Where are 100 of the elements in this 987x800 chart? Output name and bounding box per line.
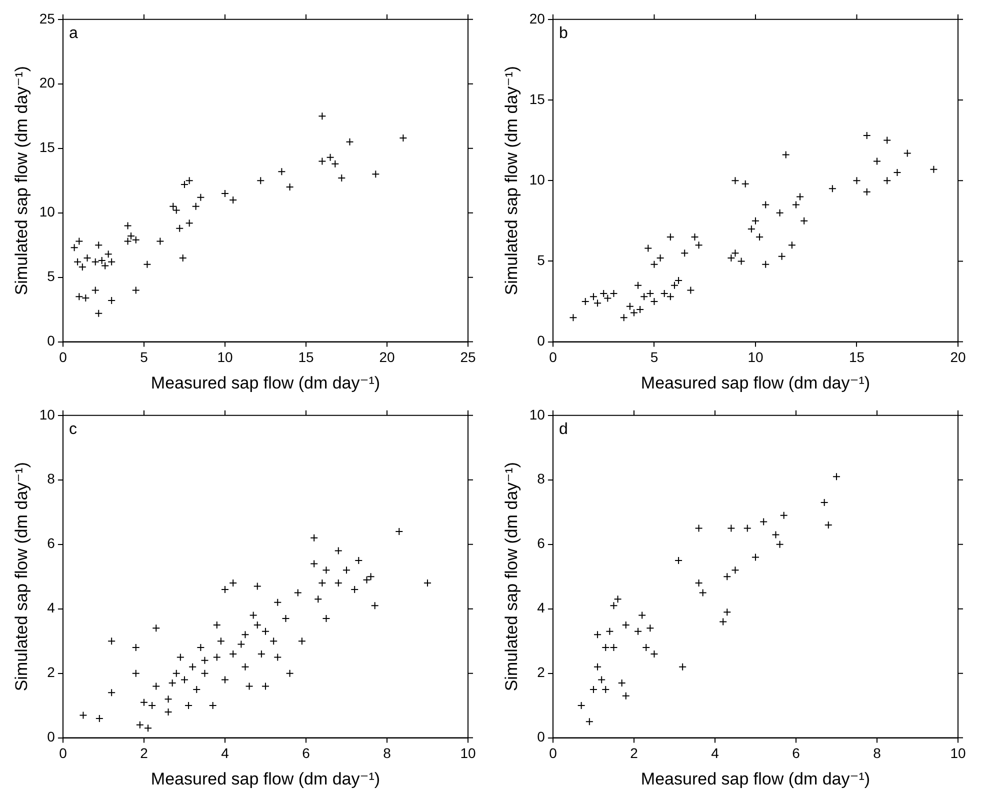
x-axis-title: Measured sap flow (dm day⁻¹)	[150, 769, 380, 788]
point	[581, 298, 590, 306]
x-tick-label: 15	[298, 349, 314, 366]
point	[589, 685, 598, 694]
point	[776, 540, 784, 548]
point	[640, 292, 648, 301]
point	[91, 286, 100, 294]
point	[372, 170, 380, 178]
x-tick-label: 2	[140, 745, 148, 762]
point	[256, 176, 265, 185]
annotation: a	[68, 24, 78, 42]
point	[731, 249, 740, 258]
point	[169, 202, 178, 210]
point	[610, 644, 618, 652]
point	[723, 608, 732, 616]
point	[782, 150, 790, 159]
point	[690, 233, 699, 242]
point	[792, 200, 800, 209]
x-tick-label: 15	[848, 349, 865, 366]
y-tick-label: 4	[47, 600, 56, 616]
point	[674, 276, 683, 285]
point	[346, 138, 354, 146]
point	[638, 611, 646, 620]
y-tick-label: 20	[39, 74, 56, 91]
point	[656, 254, 664, 262]
point	[124, 237, 132, 246]
point	[686, 286, 695, 294]
point	[756, 233, 764, 242]
point	[220, 189, 229, 198]
point	[318, 157, 326, 166]
point	[108, 296, 116, 305]
x-tick-label: 10	[460, 745, 476, 762]
point	[903, 149, 912, 158]
point	[824, 521, 832, 530]
y-tick-label: 8	[537, 470, 546, 487]
point	[83, 254, 92, 262]
point	[318, 112, 326, 120]
point	[143, 260, 152, 268]
x-tick-label: 10	[748, 349, 764, 366]
point	[185, 219, 194, 228]
point	[796, 192, 804, 201]
y-tick-label: 0	[47, 728, 56, 745]
point	[108, 258, 116, 266]
y-tick-label: 20	[529, 10, 546, 26]
point	[622, 620, 630, 629]
y-tick-label: 2	[537, 664, 546, 680]
point	[832, 472, 840, 481]
point	[156, 237, 164, 246]
annotation: c	[68, 420, 77, 438]
y-tick-label: 2	[47, 664, 56, 680]
y-tick-label: 25	[39, 10, 56, 26]
point	[70, 244, 78, 252]
point	[650, 298, 658, 306]
point	[602, 644, 610, 652]
point	[762, 200, 770, 209]
y-tick-label: 6	[47, 535, 56, 552]
point	[828, 184, 836, 193]
point	[326, 153, 334, 162]
x-tick-label: 5	[140, 349, 148, 366]
point	[636, 306, 644, 314]
point	[338, 174, 346, 182]
x-tick-label: 10	[217, 349, 233, 366]
point	[602, 685, 610, 694]
point	[694, 241, 703, 250]
y-tick-label: 5	[47, 268, 56, 284]
point	[626, 302, 634, 310]
point	[132, 286, 140, 294]
point	[185, 176, 194, 185]
point	[741, 180, 750, 188]
x-axis-title: Measured sap flow (dm day⁻¹)	[640, 769, 870, 788]
point	[788, 241, 796, 250]
y-tick-label: 0	[47, 332, 56, 349]
point	[650, 260, 658, 268]
y-tick-label: 8	[47, 470, 56, 487]
x-tick-label: 8	[873, 745, 882, 762]
point	[614, 595, 622, 604]
point	[598, 676, 606, 684]
y-axis-title: Simulated sap flow (dm day⁻¹)	[502, 66, 521, 296]
point	[286, 183, 294, 192]
x-tick-label: 5	[650, 349, 658, 366]
point	[229, 196, 238, 204]
x-tick-label: 4	[221, 745, 230, 762]
point	[883, 176, 892, 185]
point	[176, 224, 184, 232]
point	[852, 176, 861, 185]
point	[820, 498, 828, 506]
point	[776, 208, 784, 217]
point	[192, 202, 200, 210]
x-tick-label: 8	[383, 745, 392, 762]
point	[674, 556, 683, 564]
point	[747, 224, 756, 233]
point	[610, 602, 618, 610]
point	[778, 252, 786, 260]
y-tick-label: 4	[537, 600, 546, 616]
point	[94, 309, 103, 318]
y-axis-title: Simulated sap flow (dm day⁻¹)	[12, 66, 31, 296]
y-axis-title: Simulated sap flow (dm day⁻¹)	[502, 462, 521, 692]
point	[594, 630, 602, 639]
point	[780, 511, 788, 520]
point	[743, 524, 752, 532]
